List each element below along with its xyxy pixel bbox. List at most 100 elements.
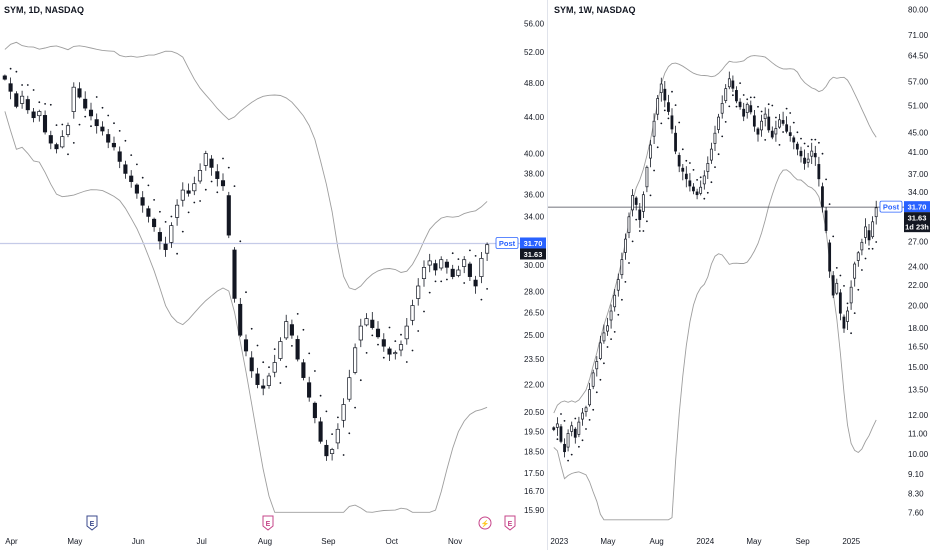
candle-body[interactable]	[774, 128, 778, 135]
candle-body[interactable]	[192, 183, 197, 192]
candle-body[interactable]	[684, 173, 688, 180]
candle-body[interactable]	[674, 132, 677, 152]
candle-body[interactable]	[853, 263, 857, 279]
candle-body[interactable]	[307, 382, 312, 398]
candle-body[interactable]	[731, 80, 735, 89]
candle-body[interactable]	[175, 204, 180, 218]
candle-body[interactable]	[324, 444, 329, 457]
event-marker-earnings[interactable]: E	[86, 515, 98, 531]
candle-body[interactable]	[613, 294, 617, 308]
candle-body[interactable]	[785, 124, 789, 132]
event-marker-split[interactable]: ⚡	[478, 516, 492, 530]
candle-body[interactable]	[220, 180, 226, 187]
candle-body[interactable]	[663, 88, 667, 101]
candle-body[interactable]	[42, 115, 48, 133]
candle-body[interactable]	[620, 259, 624, 276]
candle-body[interactable]	[767, 116, 771, 131]
candle-body[interactable]	[799, 150, 803, 157]
candle-body[interactable]	[347, 377, 352, 400]
candle-body[interactable]	[763, 113, 767, 119]
candle-body[interactable]	[278, 341, 283, 359]
candle-body[interactable]	[77, 88, 82, 98]
candle-body[interactable]	[60, 136, 65, 148]
candle-body[interactable]	[54, 144, 59, 150]
candle-body[interactable]	[25, 99, 30, 111]
candle-body[interactable]	[821, 186, 824, 207]
candle-body[interactable]	[649, 144, 652, 159]
candle-body[interactable]	[606, 325, 609, 332]
candle-body[interactable]	[659, 83, 663, 93]
candle-body[interactable]	[2, 75, 7, 80]
candle-body[interactable]	[681, 167, 685, 172]
candle-body[interactable]	[467, 263, 472, 277]
candle-body[interactable]	[243, 339, 249, 352]
candle-body[interactable]	[387, 348, 392, 355]
candle-body[interactable]	[555, 423, 559, 428]
candle-body[interactable]	[645, 166, 649, 188]
candle-body[interactable]	[584, 407, 588, 412]
candle-body[interactable]	[552, 427, 556, 430]
candle-body[interactable]	[37, 111, 42, 117]
candle-body[interactable]	[226, 195, 231, 236]
candle-body[interactable]	[713, 132, 717, 144]
candle-body[interactable]	[140, 197, 145, 206]
candle-body[interactable]	[656, 98, 660, 115]
candle-body[interactable]	[83, 98, 88, 109]
candle-body[interactable]	[588, 389, 591, 406]
candle-body[interactable]	[249, 357, 254, 372]
candle-body[interactable]	[485, 244, 490, 254]
candle-body[interactable]	[846, 310, 849, 322]
candle-body[interactable]	[393, 352, 398, 355]
candle-body[interactable]	[810, 150, 814, 157]
candle-body[interactable]	[624, 238, 627, 253]
candle-body[interactable]	[295, 339, 300, 360]
candle-body[interactable]	[874, 207, 878, 218]
candle-body[interactable]	[720, 103, 724, 114]
candle-body[interactable]	[111, 142, 116, 148]
candle-body[interactable]	[358, 325, 363, 341]
candle-body[interactable]	[341, 404, 346, 421]
candle-body[interactable]	[835, 282, 839, 294]
candle-body[interactable]	[813, 153, 817, 158]
candle-body[interactable]	[577, 421, 581, 435]
candle-body[interactable]	[134, 184, 139, 194]
candle-body[interactable]	[717, 116, 720, 130]
candle-body[interactable]	[806, 158, 810, 163]
candle-body[interactable]	[860, 241, 864, 251]
daily-chart-pane[interactable]: SYM, 1D, NASDAQ 56.00 52.00 48.00 44.00 40.00…	[0, 0, 548, 550]
candle-body[interactable]	[817, 164, 821, 180]
candle-body[interactable]	[849, 286, 853, 304]
candle-body[interactable]	[65, 125, 71, 135]
candle-body[interactable]	[770, 130, 774, 138]
candle-body[interactable]	[735, 90, 738, 102]
candle-body[interactable]	[559, 426, 563, 442]
candle-body[interactable]	[638, 209, 642, 220]
candle-body[interactable]	[598, 342, 602, 359]
candle-body[interactable]	[745, 103, 749, 113]
candle-body[interactable]	[381, 339, 386, 347]
candle-body[interactable]	[398, 344, 404, 351]
candle-body[interactable]	[301, 362, 306, 378]
candle-body[interactable]	[462, 259, 467, 267]
candle-body[interactable]	[788, 132, 792, 136]
candle-body[interactable]	[709, 148, 713, 161]
candle-body[interactable]	[778, 119, 781, 128]
candle-body[interactable]	[450, 268, 455, 277]
candle-body[interactable]	[444, 261, 449, 268]
candle-body[interactable]	[695, 191, 699, 196]
candle-body[interactable]	[742, 108, 746, 117]
candle-body[interactable]	[146, 208, 151, 217]
candle-body[interactable]	[688, 180, 692, 187]
candle-body[interactable]	[197, 170, 203, 182]
event-marker-split-outline[interactable]: E	[504, 515, 516, 531]
candle-body[interactable]	[616, 279, 620, 291]
candle-body[interactable]	[652, 120, 656, 137]
candle-body[interactable]	[792, 137, 796, 143]
candle-body[interactable]	[456, 269, 461, 276]
candle-body[interactable]	[117, 151, 122, 162]
candle-body[interactable]	[702, 175, 706, 185]
candle-body[interactable]	[255, 373, 260, 385]
candle-body[interactable]	[602, 332, 606, 342]
event-marker-split[interactable]: E	[262, 515, 274, 531]
candle-body[interactable]	[595, 361, 599, 370]
